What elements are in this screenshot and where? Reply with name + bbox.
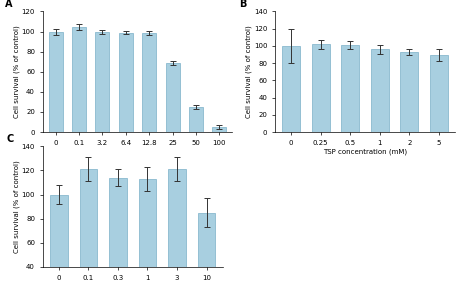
X-axis label: Compound 48/80 concentration (μg/ml): Compound 48/80 concentration (μg/ml) [68,148,207,155]
Bar [189,107,203,132]
Bar [118,33,133,132]
Bar [109,178,127,287]
Bar [168,169,186,287]
Bar [138,179,156,287]
Y-axis label: Cell survival (% of control): Cell survival (% of control) [246,25,252,118]
Bar [312,44,329,132]
Bar [48,32,63,132]
Bar [142,33,156,132]
Bar [371,49,389,132]
Text: A: A [5,0,12,9]
Text: C: C [7,134,14,144]
X-axis label: TSP concentration (mM): TSP concentration (mM) [323,148,407,155]
Bar [95,32,109,132]
Bar [80,169,97,287]
Bar [50,195,68,287]
Bar [212,127,227,132]
Y-axis label: Cell survival (% of control): Cell survival (% of control) [14,25,20,118]
Bar [341,45,359,132]
Bar [430,55,447,132]
Bar [72,27,86,132]
Bar [283,46,300,132]
Y-axis label: Cell survival (% of control): Cell survival (% of control) [14,160,20,253]
Bar [165,63,180,132]
Bar [198,213,215,287]
Bar [401,52,418,132]
Text: B: B [239,0,246,9]
